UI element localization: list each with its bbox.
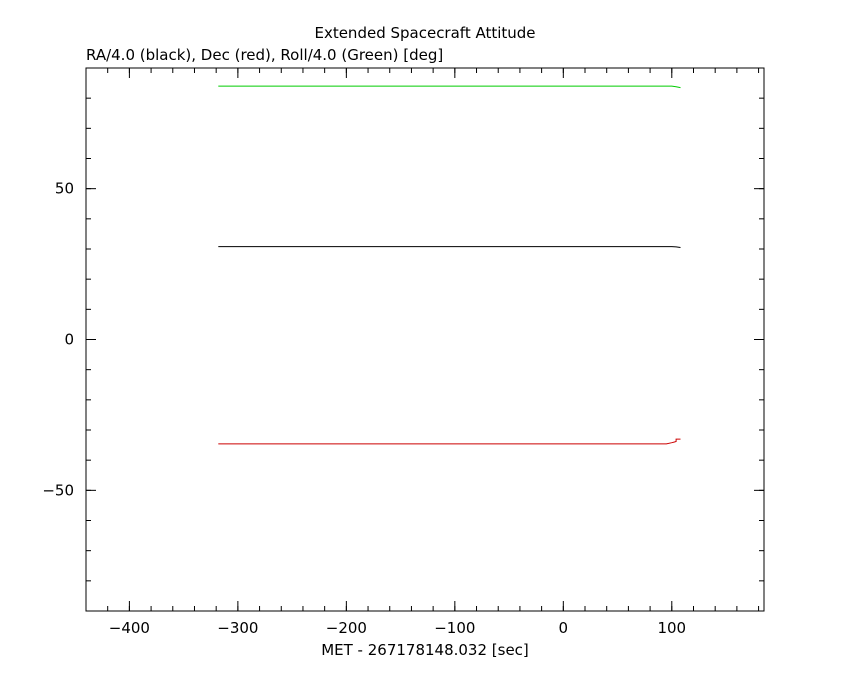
x-tick-label: 0: [559, 619, 569, 637]
chart-title: Extended Spacecraft Attitude: [314, 24, 535, 42]
plot-frame: [85, 67, 765, 612]
x-tick-label: −400: [109, 619, 150, 637]
x-axis-label: MET - 267178148.032 [sec]: [321, 641, 529, 659]
series-line-0: [218, 85, 681, 89]
series-line-1: [218, 246, 681, 248]
y-tick-label: 0: [64, 331, 74, 349]
x-tick-label: 100: [657, 619, 686, 637]
x-tick-labels: −400 −300 −200 −100 0 100: [109, 619, 686, 637]
data-series: [218, 85, 681, 445]
x-tick-label: −100: [434, 619, 475, 637]
series-line-2: [218, 438, 681, 445]
x-tick-label: −200: [326, 619, 367, 637]
chart-subtitle: RA/4.0 (black), Dec (red), Roll/4.0 (Gre…: [86, 46, 443, 64]
axis-ticks: [85, 67, 764, 612]
y-tick-labels: −50 0 50: [42, 180, 74, 500]
y-tick-label: −50: [42, 481, 74, 499]
y-tick-label: 50: [55, 180, 74, 198]
x-tick-label: −300: [217, 619, 258, 637]
